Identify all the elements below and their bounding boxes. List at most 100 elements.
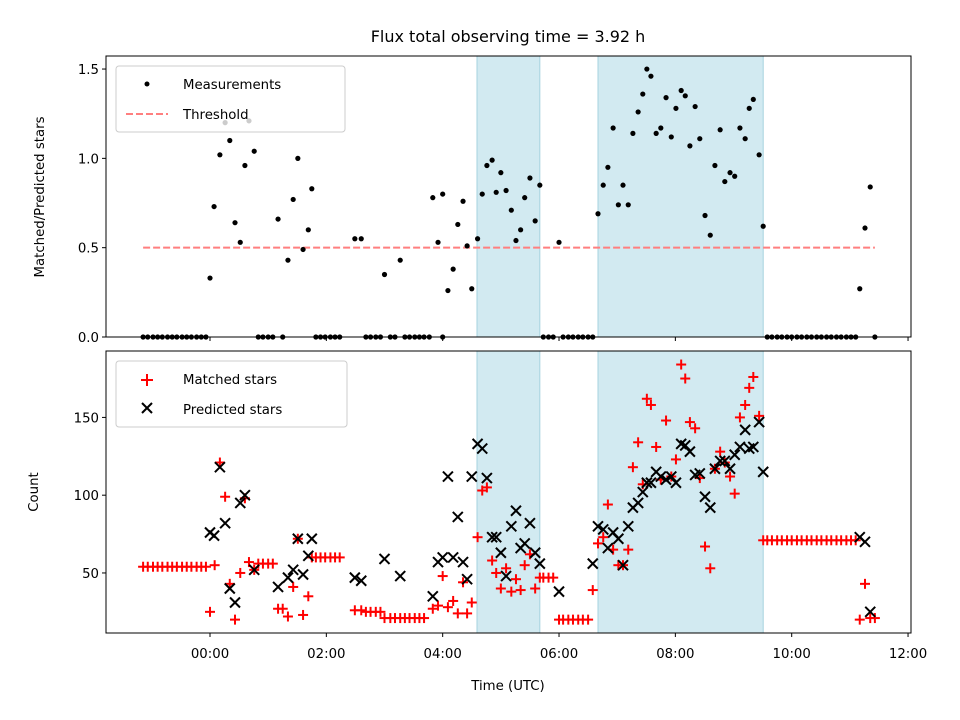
y-tick-label: 150: [74, 411, 99, 426]
predicted-star-point: [739, 424, 751, 436]
measurement-point: [474, 236, 481, 242]
matched-star-point: [487, 555, 498, 566]
legend-measurements-label: Measurements: [183, 78, 281, 93]
predicted-star-point: [272, 581, 284, 593]
y-tick-label: 0.5: [78, 242, 99, 257]
predicted-star-point: [709, 463, 721, 475]
predicted-star-point: [378, 553, 391, 565]
matched-star-point: [583, 614, 594, 625]
top-y-axis-label: Matched/Predicted stars: [33, 116, 48, 277]
measurement-point: [295, 155, 301, 161]
predicted-star-point: [617, 559, 629, 571]
matched-star-point: [235, 567, 246, 578]
count-series: [138, 359, 880, 625]
matched-star-point: [448, 595, 459, 606]
measurement-point: [464, 243, 470, 249]
matched-star-point: [481, 482, 492, 493]
predicted-star-point: [529, 547, 541, 559]
measurement-point: [207, 275, 213, 281]
matched-star-point: [670, 454, 681, 465]
matched-star-point: [627, 462, 638, 473]
matched-star-point: [303, 591, 314, 602]
predicted-star-point: [592, 520, 604, 533]
measurement-point: [862, 225, 868, 231]
measurement-point: [445, 287, 451, 294]
x-tick-label: 02:00: [307, 647, 345, 662]
predicted-star-point: [500, 570, 512, 582]
matched-star-point: [495, 583, 506, 594]
x-tick-label: 08:00: [656, 647, 694, 662]
matched-star-point: [205, 606, 215, 617]
predicted-star-point: [518, 537, 531, 550]
bottom-panel: 50 100 150 00:00 02:00 04:00 06:00 08:00 10:00 1…: [27, 350, 927, 694]
measurement-point: [625, 202, 631, 208]
top-legend: Measurements Threshold: [115, 65, 346, 133]
matched-star-point: [267, 558, 278, 569]
measurement-point: [242, 162, 248, 169]
measurement-point: [687, 143, 693, 149]
predicted-star-point: [587, 557, 599, 570]
predicted-star-point: [645, 477, 657, 489]
matched-star-point: [375, 606, 386, 617]
predicted-star-point: [612, 533, 625, 545]
predicted-star-point: [481, 472, 493, 484]
measurement-point: [610, 125, 616, 131]
predicted-star-point: [297, 568, 309, 581]
measurement-point: [697, 136, 703, 142]
measurement-point: [430, 195, 436, 201]
measurement-point: [857, 286, 863, 292]
measurement-point: [682, 93, 688, 99]
measurement-point: [756, 152, 762, 158]
matched-star-point: [729, 488, 740, 499]
matched-star-point: [869, 613, 880, 624]
matched-star-point: [200, 561, 211, 572]
measurement-point: [692, 103, 698, 110]
measurement-point: [605, 164, 611, 170]
predicted-star-point: [757, 466, 769, 478]
measurement-point: [620, 182, 626, 188]
matched-star-point: [602, 499, 613, 510]
measurement-point: [653, 130, 659, 136]
matched-star-point: [530, 583, 541, 594]
measurement-point: [397, 257, 403, 263]
matched-star-point: [740, 399, 751, 410]
predicted-star-point: [694, 467, 706, 480]
measurement-point: [508, 207, 514, 213]
measurements-legend-marker: [144, 81, 150, 87]
measurement-point: [727, 170, 733, 176]
predicted-star-point: [602, 542, 614, 554]
x-tick-label: 00:00: [191, 647, 229, 662]
predicted-star-point: [476, 442, 488, 455]
matched-star-point: [452, 608, 463, 619]
matched-star-point: [684, 417, 695, 428]
predicted-star-point: [490, 531, 502, 543]
matched-star-point: [491, 567, 502, 578]
measurement-point: [211, 203, 217, 210]
measurement-point: [722, 178, 728, 185]
predicted-star-point: [466, 470, 478, 483]
measurement-point: [595, 211, 601, 217]
predicted-star-point: [349, 571, 361, 584]
matched-star-point: [700, 541, 711, 552]
predicted-star-point: [660, 473, 672, 486]
measurement-point: [678, 87, 684, 94]
y-tick-label: 1.5: [78, 63, 99, 78]
top-panel: 0.0 0.5 1.0 1.5 Matched/Predicted stars Mea…: [33, 55, 912, 346]
measurement-point: [217, 152, 223, 158]
predicted-star-point: [457, 556, 469, 568]
measurement-point: [455, 221, 461, 228]
predicted-star-point: [655, 470, 667, 483]
x-tick-label: 10:00: [773, 647, 811, 662]
predicted-star-point: [442, 470, 454, 483]
measurement-point: [440, 191, 446, 197]
top-y-ticks: 0.0 0.5 1.0 1.5: [78, 63, 106, 346]
predicted-star-point: [684, 445, 696, 458]
measurement-point: [435, 239, 441, 245]
bottom-axes-frame: [105, 350, 912, 634]
predicted-star-point: [753, 416, 765, 428]
matched-star-point: [282, 611, 293, 622]
measurement-point: [635, 109, 641, 115]
measurement-point: [503, 187, 509, 194]
predicted-star-point: [292, 533, 304, 545]
